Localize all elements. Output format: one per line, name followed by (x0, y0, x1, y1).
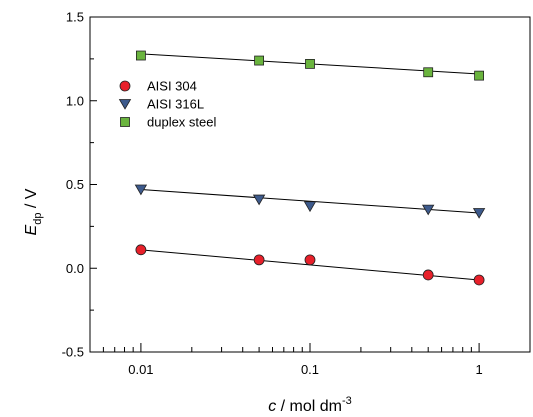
legend-marker (120, 117, 130, 127)
legend-label: AISI 304 (147, 79, 197, 94)
data-point (421, 204, 435, 216)
data-point (252, 194, 266, 206)
data-point (472, 208, 486, 219)
data-point (136, 50, 146, 61)
data-point (473, 274, 485, 286)
data-point (303, 201, 317, 213)
axis-ticks: -0.5 0.0 0.5 1.0 1.5 0.01 0.1 1 (62, 10, 483, 378)
data-point (304, 254, 316, 266)
y-tick-label: -0.5 (62, 345, 84, 360)
data-point (253, 254, 265, 266)
fit-line (140, 189, 480, 214)
data-point (254, 55, 264, 66)
x-axis-label: c / mol dm-3 (268, 395, 352, 415)
data-point (134, 184, 148, 196)
legend-marker (118, 99, 132, 110)
axis-labels: c / mol dm-3 Edp / V (23, 188, 352, 415)
x-tick-label: 1 (475, 362, 482, 377)
data-point (135, 244, 147, 256)
y-tick-label: 0.0 (66, 261, 84, 276)
y-tick-label: 1.5 (66, 10, 84, 25)
x-tick-label: 0.1 (301, 362, 319, 377)
legend-label: duplex steel (147, 115, 216, 130)
y-tick-label: 1.0 (66, 93, 84, 108)
data-point (422, 269, 434, 281)
y-axis-label: Edp / V (23, 188, 44, 235)
data-point (423, 67, 434, 78)
y-tick-label: 0.5 (66, 177, 84, 192)
data-markers (134, 50, 486, 286)
legend: AISI 304 AISI 316L duplex steel (118, 79, 216, 130)
data-point (474, 70, 484, 81)
legend-marker (119, 80, 131, 92)
data-point (305, 59, 315, 69)
legend-label: AISI 316L (147, 97, 204, 112)
x-tick-label: 0.01 (128, 362, 153, 377)
